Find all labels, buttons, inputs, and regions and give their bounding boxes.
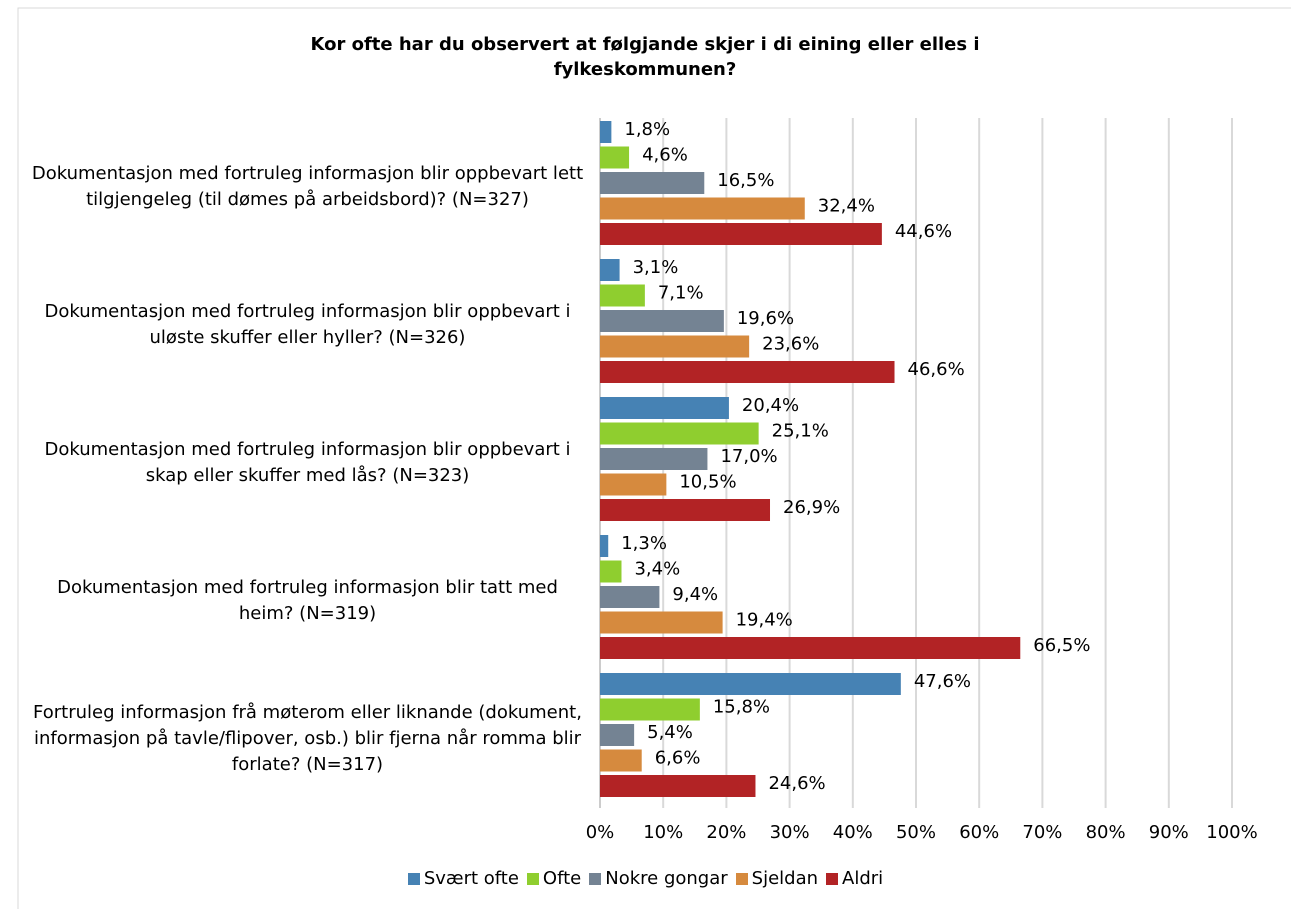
- bar: [600, 637, 1021, 659]
- legend-item: Sjeldan: [735, 868, 819, 889]
- legend-item: Nokre gongar: [589, 868, 728, 889]
- value-label: 5,4%: [647, 722, 693, 743]
- value-label: 20,4%: [742, 395, 799, 416]
- value-label: 7,1%: [658, 283, 704, 304]
- category-label: Dokumentasjon med fortruleg informasjon …: [44, 439, 571, 486]
- category-label: Dokumentasjon med fortruleg informasjon …: [44, 301, 571, 348]
- bar: [600, 560, 622, 583]
- value-label: 44,6%: [895, 221, 952, 242]
- value-label: 32,4%: [818, 196, 875, 217]
- x-tick-label: 100%: [1206, 822, 1257, 843]
- value-label: 4,6%: [642, 145, 688, 166]
- legend-label: Ofte: [542, 868, 582, 889]
- value-label: 9,4%: [672, 584, 718, 605]
- legend-swatch: [526, 872, 539, 885]
- legend-swatch: [826, 872, 839, 885]
- bar: [600, 673, 901, 695]
- bar: [600, 259, 620, 281]
- bar: [600, 535, 609, 557]
- bar: [600, 775, 756, 797]
- legend-item: Svært ofte: [407, 868, 519, 889]
- value-label: 46,6%: [908, 359, 965, 380]
- bar: [600, 473, 667, 496]
- legend: Svært ofte Ofte Nokre gongar Sjeldan Aldri: [0, 868, 1291, 889]
- x-tick-label: 0%: [586, 822, 615, 843]
- chart-border: [17, 7, 1291, 909]
- bar: [600, 448, 708, 470]
- bar: [600, 611, 723, 634]
- legend-swatch: [589, 872, 602, 885]
- legend-item: Ofte: [526, 868, 582, 889]
- x-tick-label: 80%: [1086, 822, 1126, 843]
- bar: [600, 422, 759, 445]
- value-label: 47,6%: [914, 671, 971, 692]
- bar: [600, 698, 700, 721]
- x-tick-label: 30%: [770, 822, 810, 843]
- x-tick-label: 90%: [1149, 822, 1189, 843]
- bar: [600, 397, 729, 419]
- bar: [600, 724, 635, 746]
- x-tick-label: 70%: [1022, 822, 1062, 843]
- value-label: 1,3%: [621, 533, 667, 554]
- chart-title: Kor ofte har du observert at følgjande s…: [310, 34, 980, 80]
- legend-item: Aldri: [826, 868, 883, 889]
- bar: [600, 284, 645, 307]
- value-label: 24,6%: [768, 773, 825, 794]
- bar: [600, 749, 642, 772]
- value-label: 23,6%: [762, 334, 819, 355]
- bar: [600, 223, 882, 245]
- category-label: Dokumentasjon med fortruleg informasjon …: [31, 163, 584, 210]
- value-label: 26,9%: [783, 497, 840, 518]
- category-label: Dokumentasjon med fortruleg informasjon …: [57, 577, 558, 624]
- legend-swatch: [735, 872, 748, 885]
- x-tick-label: 50%: [896, 822, 936, 843]
- value-label: 66,5%: [1033, 635, 1090, 656]
- legend-swatch: [407, 872, 420, 885]
- bar: [600, 146, 630, 169]
- legend-label: Nokre gongar: [605, 868, 728, 889]
- value-label: 19,6%: [737, 308, 794, 329]
- value-label: 3,1%: [633, 257, 679, 278]
- bar: [600, 361, 895, 383]
- bar: [600, 335, 750, 358]
- value-label: 3,4%: [634, 559, 680, 580]
- category-label: Fortruleg informasjon frå møterom eller …: [33, 702, 582, 775]
- x-tick-label: 60%: [959, 822, 999, 843]
- value-label: 6,6%: [655, 748, 701, 769]
- value-label: 10,5%: [679, 472, 736, 493]
- value-label: 19,4%: [736, 610, 793, 631]
- value-label: 15,8%: [713, 697, 770, 718]
- bar: [600, 586, 660, 608]
- legend-label: Svært ofte: [423, 868, 519, 889]
- bar: [600, 121, 612, 143]
- x-tick-label: 40%: [833, 822, 873, 843]
- x-tick-label: 20%: [706, 822, 746, 843]
- bar: [600, 197, 805, 220]
- value-label: 1,8%: [624, 119, 670, 140]
- bar: [600, 499, 771, 521]
- bar: [600, 172, 705, 194]
- value-label: 25,1%: [772, 421, 829, 442]
- value-label: 17,0%: [720, 446, 777, 467]
- value-label: 16,5%: [717, 170, 774, 191]
- legend-label: Aldri: [842, 868, 884, 889]
- bar: [600, 310, 724, 332]
- legend-label: Sjeldan: [751, 868, 819, 889]
- x-tick-label: 10%: [643, 822, 683, 843]
